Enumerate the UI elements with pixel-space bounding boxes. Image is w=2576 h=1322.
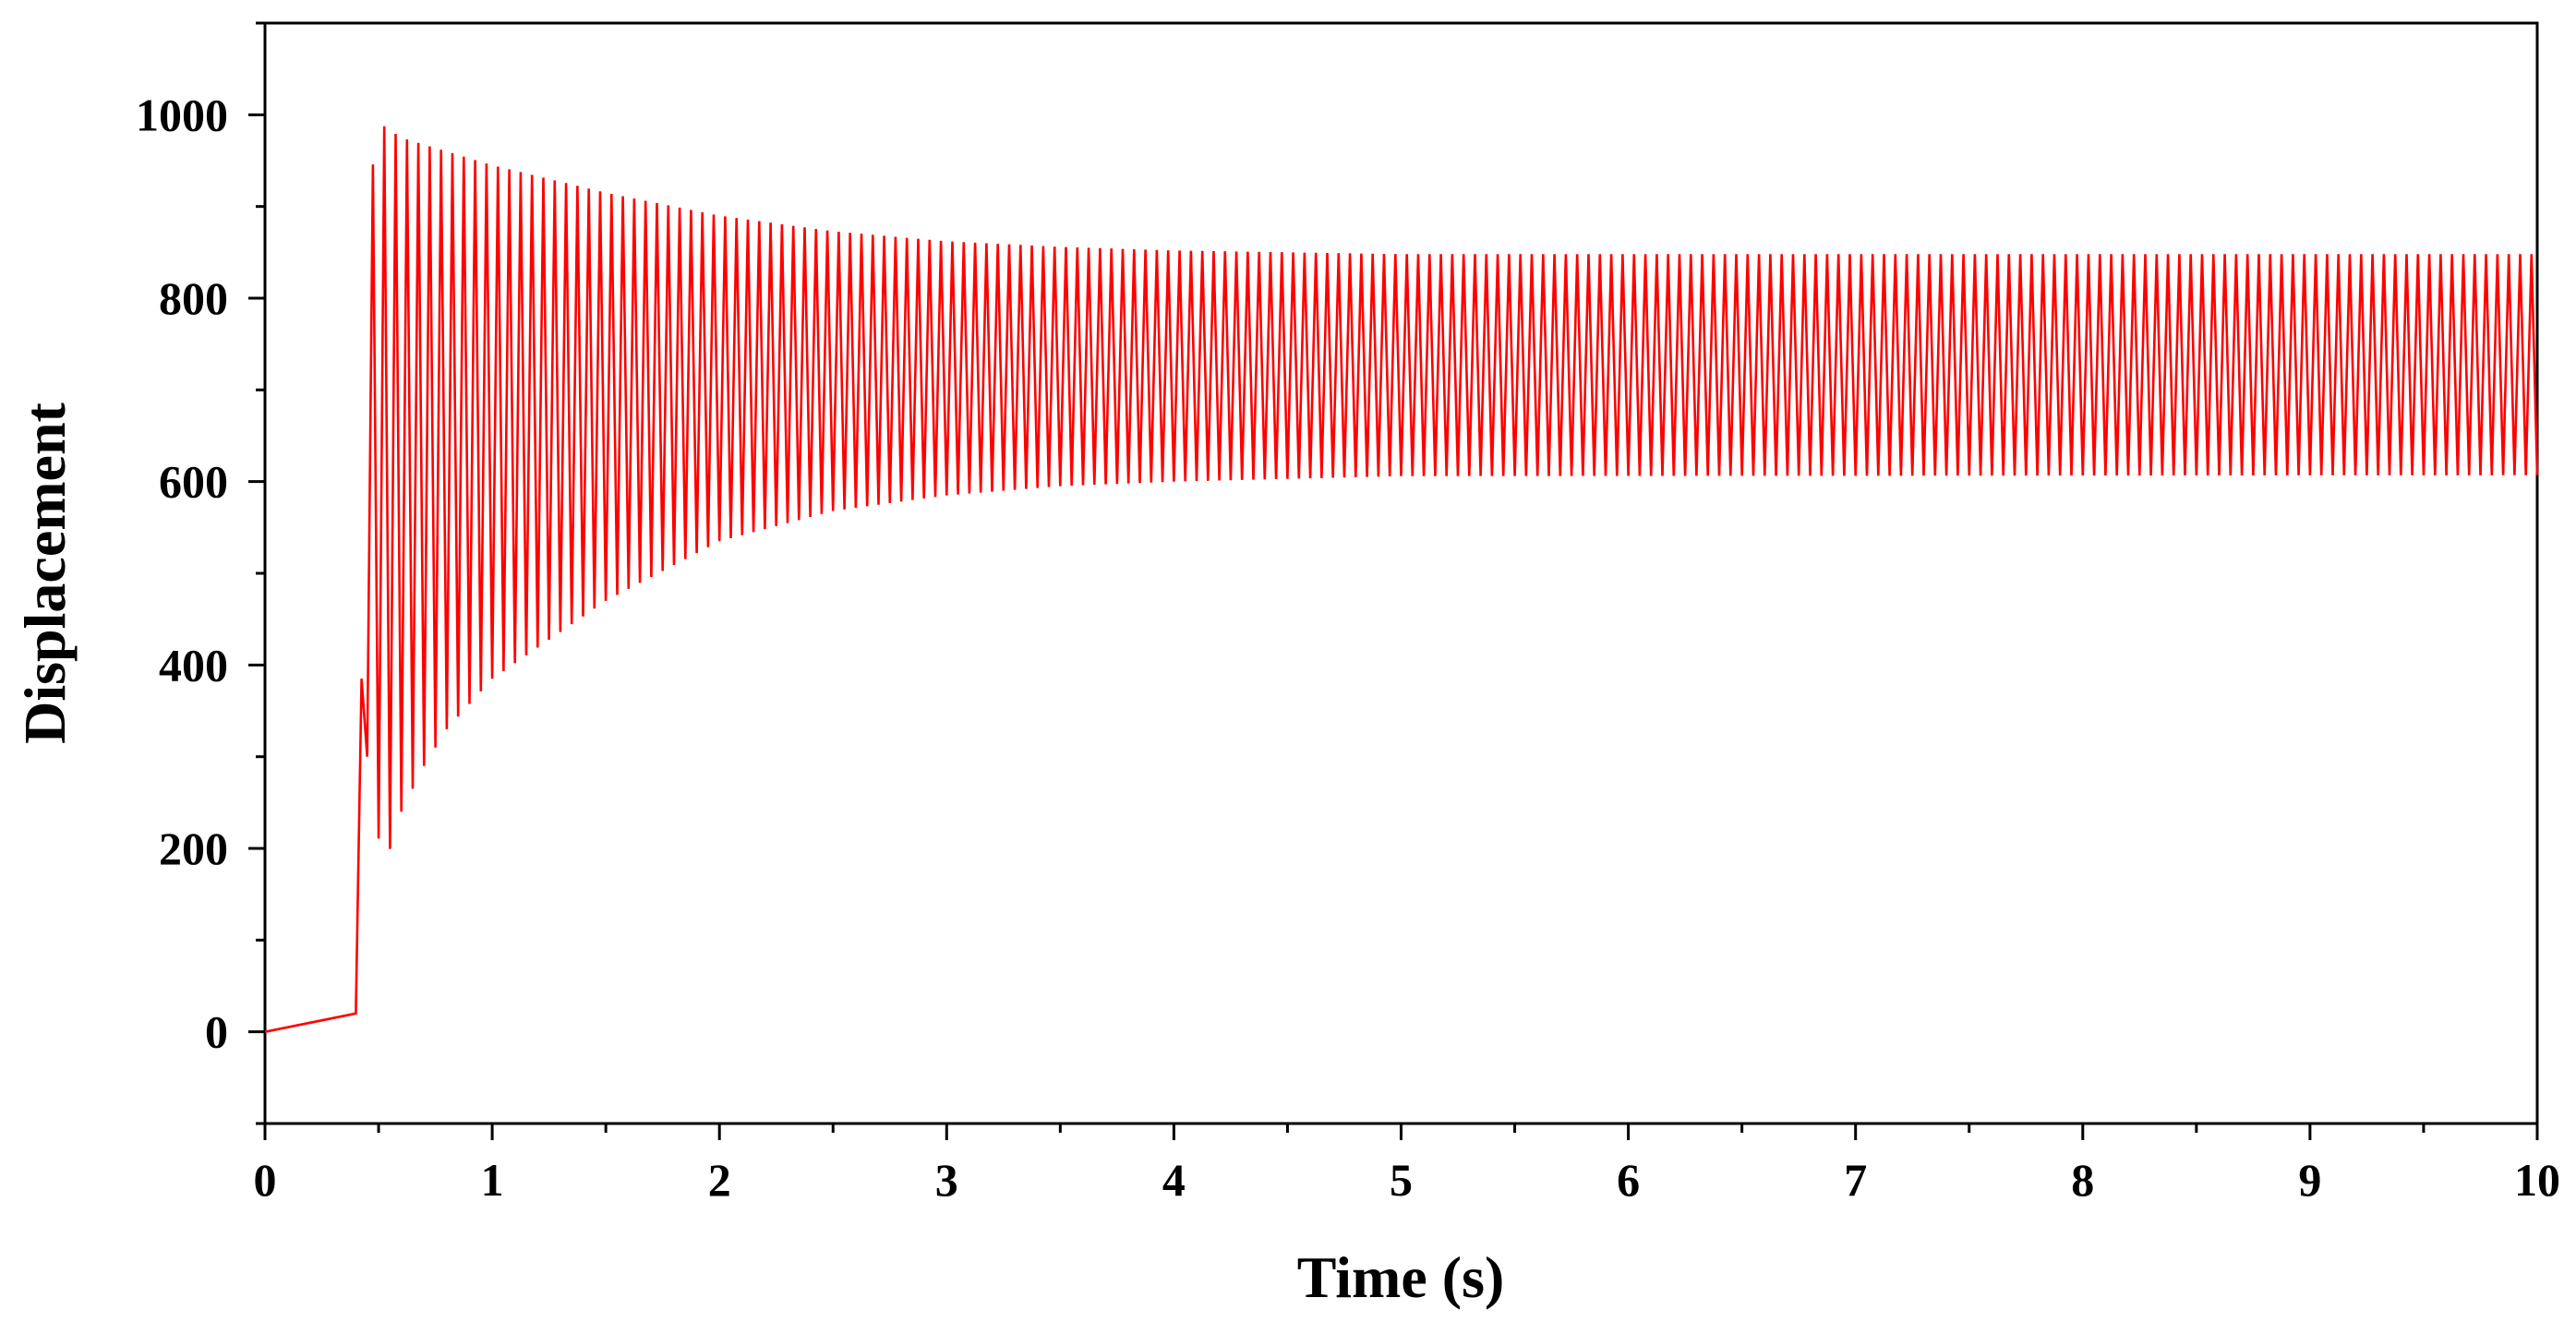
x-tick-label: 1 xyxy=(481,1154,504,1206)
x-tick-label: 7 xyxy=(1844,1154,1867,1206)
y-tick-label: 600 xyxy=(159,456,228,508)
x-tick-label: 10 xyxy=(2514,1154,2560,1206)
x-tick-label: 9 xyxy=(2298,1154,2321,1206)
y-axis-title: Displacement xyxy=(12,402,78,743)
x-tick-label: 3 xyxy=(935,1154,958,1206)
series-layer xyxy=(264,126,2539,1033)
x-axis-title: Time (s) xyxy=(1297,1244,1505,1310)
y-tick-label: 200 xyxy=(159,823,228,874)
x-tick-label: 5 xyxy=(1390,1154,1413,1206)
x-tick-label: 6 xyxy=(1617,1154,1640,1206)
x-tick-label: 8 xyxy=(2071,1154,2094,1206)
x-tick-label: 0 xyxy=(254,1154,277,1206)
x-tick-label: 4 xyxy=(1162,1154,1186,1206)
series-line-0 xyxy=(264,126,2539,1033)
y-tick-label: 400 xyxy=(159,639,228,691)
x-tick-label: 2 xyxy=(708,1154,731,1206)
ticks-layer: 0 1 2 3 4 5 6 7 8 9 10 0 200 400 600 800 1000 xyxy=(136,21,2560,1206)
y-tick-label: 800 xyxy=(159,272,228,324)
y-tick-label: 0 xyxy=(205,1006,228,1058)
y-tick-label: 1000 xyxy=(136,89,228,140)
